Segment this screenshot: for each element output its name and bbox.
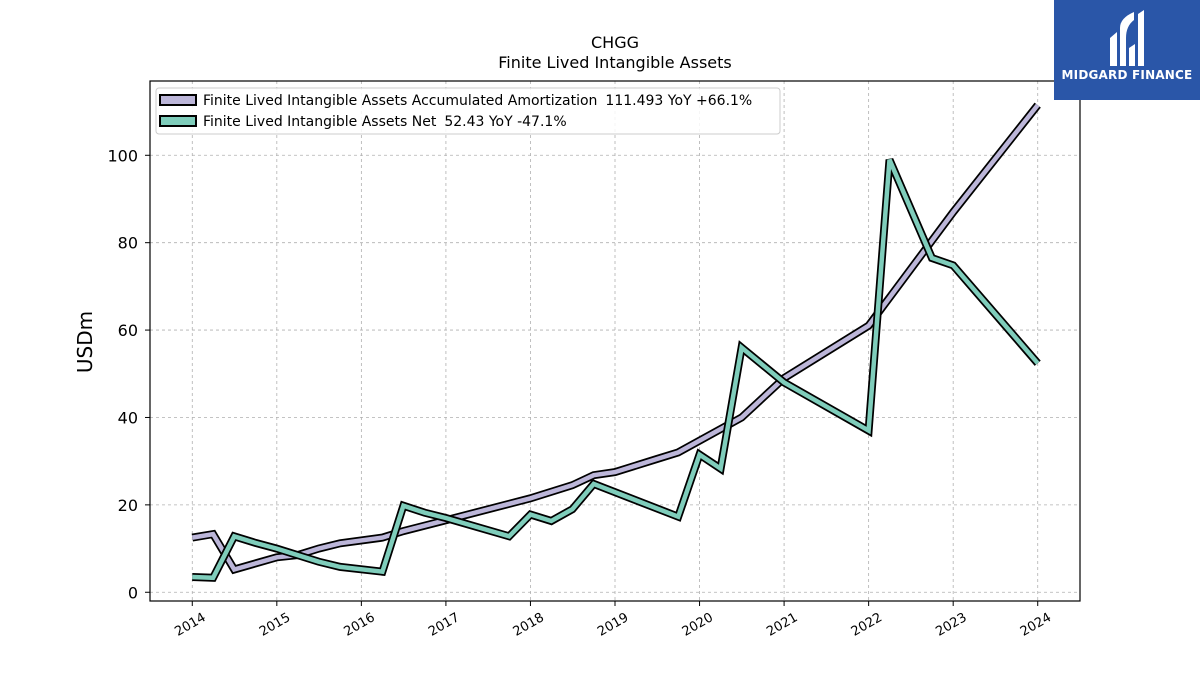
x-tick-label: 2014: [172, 610, 208, 640]
x-tick-label: 2020: [680, 610, 716, 640]
x-tick-label: 2016: [342, 610, 378, 640]
chart-subtitle: Finite Lived Intangible Assets: [498, 53, 731, 72]
series-lines: [191, 102, 1041, 582]
y-tick-label: 0: [128, 583, 138, 602]
series-0-outline: [191, 102, 1041, 575]
legend: Finite Lived Intangible Assets Accumulat…: [155, 87, 781, 135]
legend-swatch-net: [159, 115, 197, 127]
x-tick-label: 2015: [257, 610, 293, 640]
x-tick-label: 2023: [933, 610, 969, 640]
y-tick-label: 60: [118, 321, 138, 340]
y-tick-label: 40: [118, 408, 138, 427]
x-tick-label: 2019: [595, 610, 631, 640]
series-1-line: [192, 158, 1040, 581]
series-0-line: [191, 103, 1040, 573]
grid: [150, 81, 1080, 601]
x-tick-label: 2018: [511, 610, 547, 640]
logo-text: MIDGARD FINANCE: [1061, 68, 1193, 82]
y-tick-label: 100: [107, 146, 138, 165]
midgard-finance-logo: MIDGARD FINANCE: [1054, 0, 1200, 100]
x-tick-label: 2024: [1018, 610, 1054, 640]
x-tick-label: 2017: [426, 610, 462, 640]
logo-mark-icon: [1110, 10, 1144, 66]
y-tick-label: 20: [118, 496, 138, 515]
legend-label-net: Finite Lived Intangible Assets Net 52.43 …: [203, 114, 567, 130]
legend-swatch-amortization: [159, 94, 197, 106]
x-tick-label: 2022: [849, 610, 885, 640]
legend-box: [155, 87, 781, 135]
y-tick-label: 80: [118, 234, 138, 253]
x-tick-label: 2021: [764, 610, 800, 640]
chart-title: CHGG: [591, 33, 639, 52]
legend-label-amortization: Finite Lived Intangible Assets Accumulat…: [203, 93, 752, 109]
y-axis-label: USDm: [73, 311, 97, 373]
